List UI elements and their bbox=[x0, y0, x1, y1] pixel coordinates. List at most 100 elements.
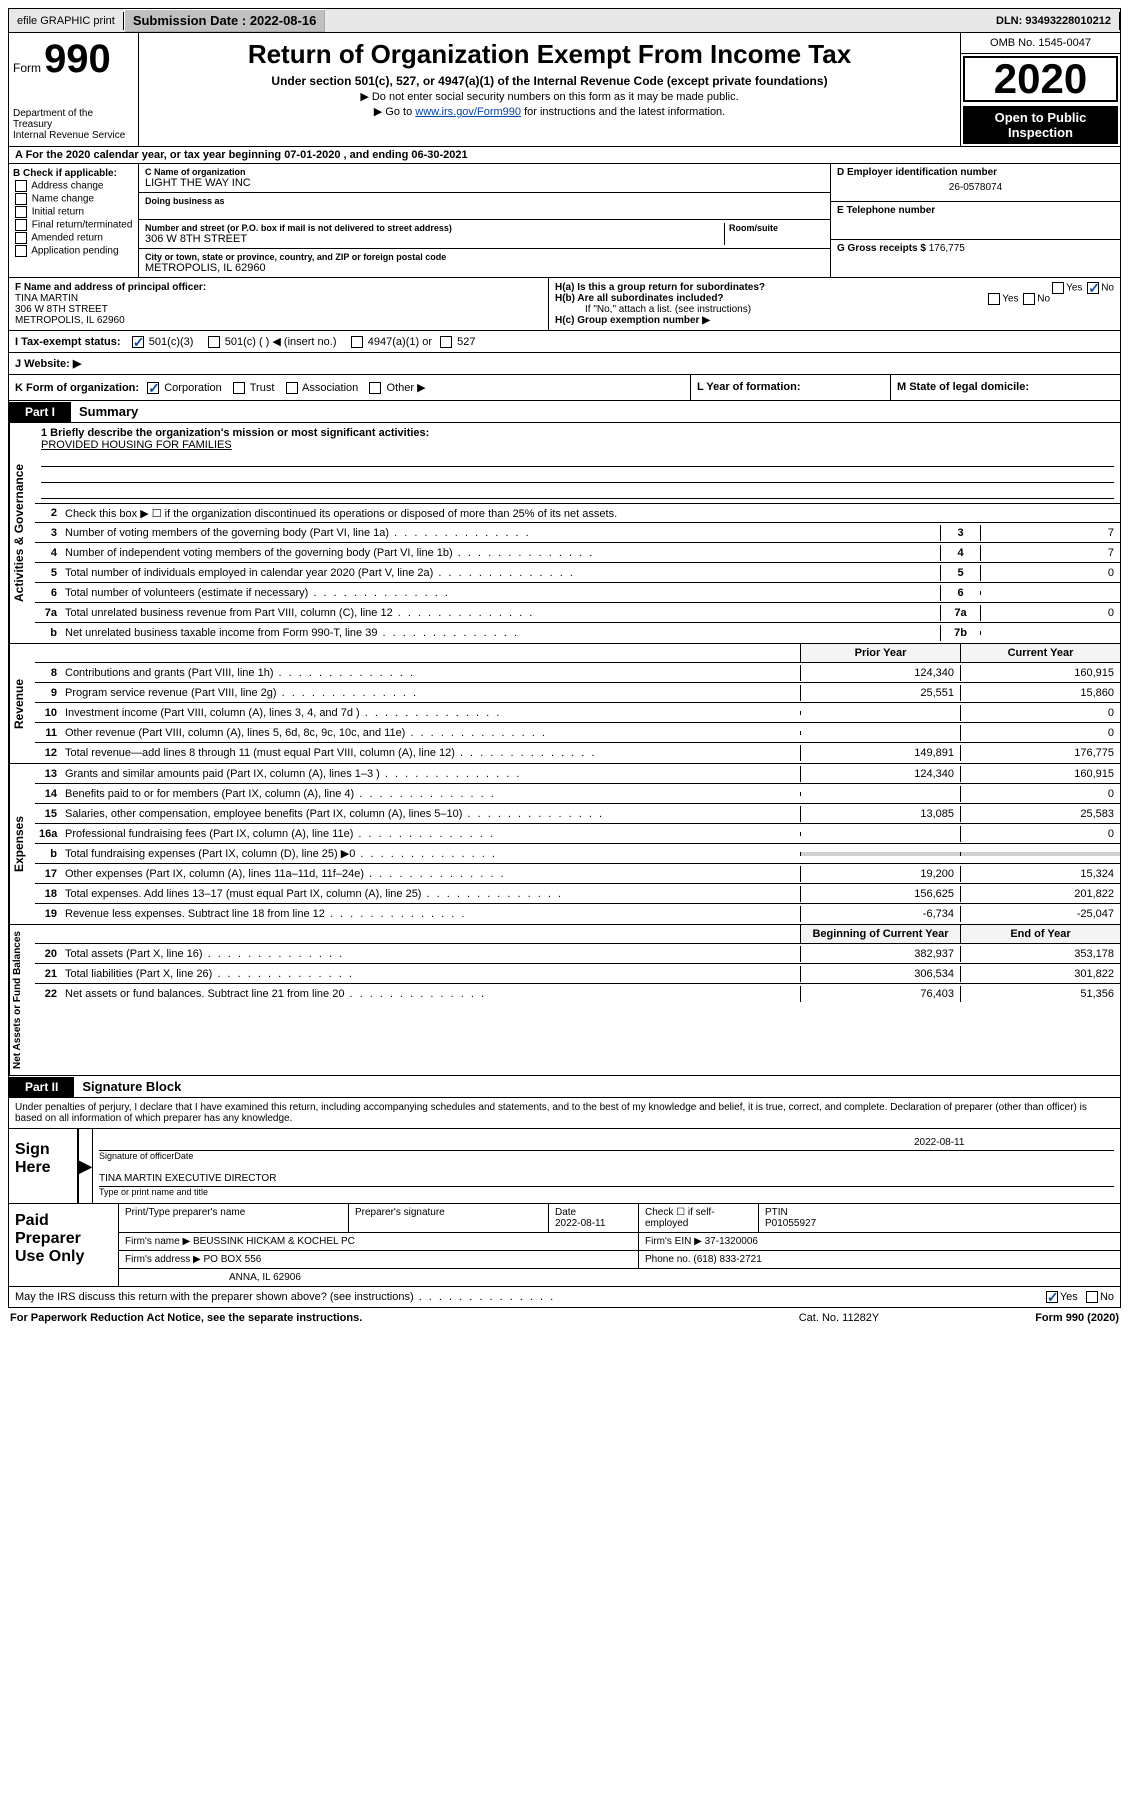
sig-date-label: Date bbox=[174, 1151, 193, 1161]
declaration-text: Under penalties of perjury, I declare th… bbox=[8, 1098, 1121, 1129]
ha-yes-checkbox[interactable] bbox=[1052, 282, 1064, 294]
ein-val: 26-0578074 bbox=[837, 182, 1114, 193]
hb-yes-checkbox[interactable] bbox=[988, 293, 1000, 305]
527-checkbox[interactable] bbox=[440, 336, 452, 348]
officer-typed-name: TINA MARTIN EXECUTIVE DIRECTOR bbox=[99, 1173, 1114, 1184]
e-label: E Telephone number bbox=[837, 205, 1114, 216]
room-label: Room/suite bbox=[729, 223, 824, 233]
h-ptin: PTIN bbox=[765, 1207, 788, 1218]
section-i: I Tax-exempt status: 501(c)(3) 501(c) ( … bbox=[8, 331, 1121, 353]
form990-link[interactable]: www.irs.gov/Form990 bbox=[415, 106, 521, 118]
vlabel-net-assets: Net Assets or Fund Balances bbox=[9, 925, 35, 1075]
i-label: I Tax-exempt status: bbox=[15, 336, 121, 348]
b-checkbox-item[interactable]: Initial return bbox=[13, 206, 134, 218]
summary-line: 10Investment income (Part VIII, column (… bbox=[35, 703, 1120, 723]
4947-checkbox[interactable] bbox=[351, 336, 363, 348]
501c3-checkbox[interactable] bbox=[132, 336, 144, 348]
section-l: L Year of formation: bbox=[690, 375, 890, 400]
k-option[interactable]: Association bbox=[277, 382, 361, 394]
part1-header: Part I Summary bbox=[8, 401, 1121, 423]
discuss-row: May the IRS discuss this return with the… bbox=[8, 1287, 1121, 1308]
vlabel-activities: Activities & Governance bbox=[9, 423, 35, 643]
b-checkbox-item[interactable]: Amended return bbox=[13, 232, 134, 244]
mission-value: PROVIDED HOUSING FOR FAMILIES bbox=[41, 439, 232, 451]
phone-val: (618) 833-2721 bbox=[693, 1254, 761, 1265]
officer-addr1: 306 W 8TH STREET bbox=[15, 304, 542, 315]
h-date-val: 2022-08-11 bbox=[555, 1218, 605, 1229]
summary-line: 3Number of voting members of the governi… bbox=[35, 523, 1120, 543]
omb-number: OMB No. 1545-0047 bbox=[961, 33, 1120, 54]
d-label: D Employer identification number bbox=[837, 167, 1114, 178]
sign-fields: 2022-08-11 Signature of officer Date TIN… bbox=[93, 1129, 1120, 1203]
firm-addr-label: Firm's address ▶ bbox=[125, 1254, 201, 1265]
section-klm: K Form of organization: Corporation Trus… bbox=[8, 375, 1121, 401]
signature-officer-field[interactable] bbox=[99, 1137, 914, 1148]
b-checkbox-item[interactable]: Address change bbox=[13, 180, 134, 192]
h-check[interactable]: Check ☐ if self-employed bbox=[639, 1204, 759, 1232]
opt-4947: 4947(a)(1) or bbox=[368, 336, 432, 348]
street-val: 306 W 8TH STREET bbox=[145, 233, 724, 245]
efile-label: efile GRAPHIC print bbox=[9, 12, 124, 30]
vlabel-expenses: Expenses bbox=[9, 764, 35, 924]
ha-no-checkbox[interactable] bbox=[1087, 282, 1099, 294]
no-label-2: No bbox=[1037, 294, 1050, 305]
sign-here-label: Sign Here bbox=[9, 1129, 79, 1203]
part2-header: Part II Signature Block bbox=[8, 1076, 1121, 1098]
form-header: Form 990 Department of the Treasury Inte… bbox=[8, 33, 1121, 147]
summary-line: 5Total number of individuals employed in… bbox=[35, 563, 1120, 583]
section-k: K Form of organization: Corporation Trus… bbox=[9, 375, 690, 400]
firm-addr-v1: PO BOX 556 bbox=[204, 1254, 262, 1265]
hb-no-checkbox[interactable] bbox=[1023, 293, 1035, 305]
org-name: LIGHT THE WAY INC bbox=[145, 177, 824, 189]
header-left: Form 990 Department of the Treasury Inte… bbox=[9, 33, 139, 146]
summary-line: 7aTotal unrelated business revenue from … bbox=[35, 603, 1120, 623]
gross-receipts: 176,775 bbox=[929, 243, 965, 254]
b-checkbox-item[interactable]: Final return/terminated bbox=[13, 219, 134, 231]
header-center: Return of Organization Exempt From Incom… bbox=[139, 33, 960, 146]
summary-line: 15Salaries, other compensation, employee… bbox=[35, 804, 1120, 824]
section-c: C Name of organization LIGHT THE WAY INC… bbox=[139, 164, 830, 277]
open-line2: Inspection bbox=[967, 125, 1114, 140]
city-label: City or town, state or province, country… bbox=[145, 252, 824, 262]
officer-addr2: METROPOLIS, IL 62960 bbox=[15, 315, 542, 326]
col-end-year: End of Year bbox=[960, 925, 1120, 943]
row-a-tax-year: A For the 2020 calendar year, or tax yea… bbox=[8, 147, 1121, 164]
sign-here-block: Sign Here ▶ 2022-08-11 Signature of offi… bbox=[8, 1129, 1121, 1204]
part1-title: Summary bbox=[71, 401, 146, 422]
opt-527: 527 bbox=[457, 336, 475, 348]
discuss-no-checkbox[interactable] bbox=[1086, 1291, 1098, 1303]
summary-line: 6Total number of volunteers (estimate if… bbox=[35, 583, 1120, 603]
goto-pre: ▶ Go to bbox=[374, 106, 415, 118]
k-option[interactable]: Trust bbox=[225, 382, 278, 394]
part2-tab: Part II bbox=[9, 1077, 74, 1097]
form-word: Form bbox=[13, 61, 41, 75]
summary-line: 9Program service revenue (Part VIII, lin… bbox=[35, 683, 1120, 703]
summary-line: 11Other revenue (Part VIII, column (A), … bbox=[35, 723, 1120, 743]
open-line1: Open to Public bbox=[967, 110, 1114, 125]
part1-expenses: Expenses 13Grants and similar amounts pa… bbox=[8, 764, 1121, 925]
firm-name-label: Firm's name ▶ bbox=[125, 1236, 190, 1247]
footer-mid: Cat. No. 11282Y bbox=[739, 1312, 939, 1324]
yes-label: Yes bbox=[1066, 283, 1082, 294]
k-option[interactable]: Corporation bbox=[142, 382, 225, 394]
top-bar: efile GRAPHIC print Submission Date : 20… bbox=[8, 8, 1121, 33]
submission-date-button[interactable]: Submission Date : 2022-08-16 bbox=[124, 9, 326, 32]
501c-checkbox[interactable] bbox=[208, 336, 220, 348]
summary-line: 18Total expenses. Add lines 13–17 (must … bbox=[35, 884, 1120, 904]
line-1-mission: 1 Briefly describe the organization's mi… bbox=[35, 423, 1120, 503]
col-current-year: Current Year bbox=[960, 644, 1120, 662]
street-label: Number and street (or P.O. box if mail i… bbox=[145, 223, 724, 233]
b-checkbox-item[interactable]: Name change bbox=[13, 193, 134, 205]
f-label: F Name and address of principal officer: bbox=[15, 282, 542, 293]
section-f-h: F Name and address of principal officer:… bbox=[8, 278, 1121, 331]
footer-form-num: 990 bbox=[1066, 1312, 1084, 1324]
dln-label: DLN: 93493228010212 bbox=[988, 12, 1120, 30]
discuss-yes-checkbox[interactable] bbox=[1046, 1291, 1058, 1303]
b-checkbox-item[interactable]: Application pending bbox=[13, 245, 134, 257]
h-sig: Preparer's signature bbox=[349, 1204, 549, 1232]
k-label: K Form of organization: bbox=[15, 382, 139, 394]
b-label: B Check if applicable: bbox=[13, 168, 134, 179]
subtitle-2b: ▶ Go to www.irs.gov/Form990 for instruct… bbox=[145, 105, 954, 118]
k-option[interactable]: Other ▶ bbox=[361, 382, 428, 394]
no-label: No bbox=[1101, 283, 1114, 294]
